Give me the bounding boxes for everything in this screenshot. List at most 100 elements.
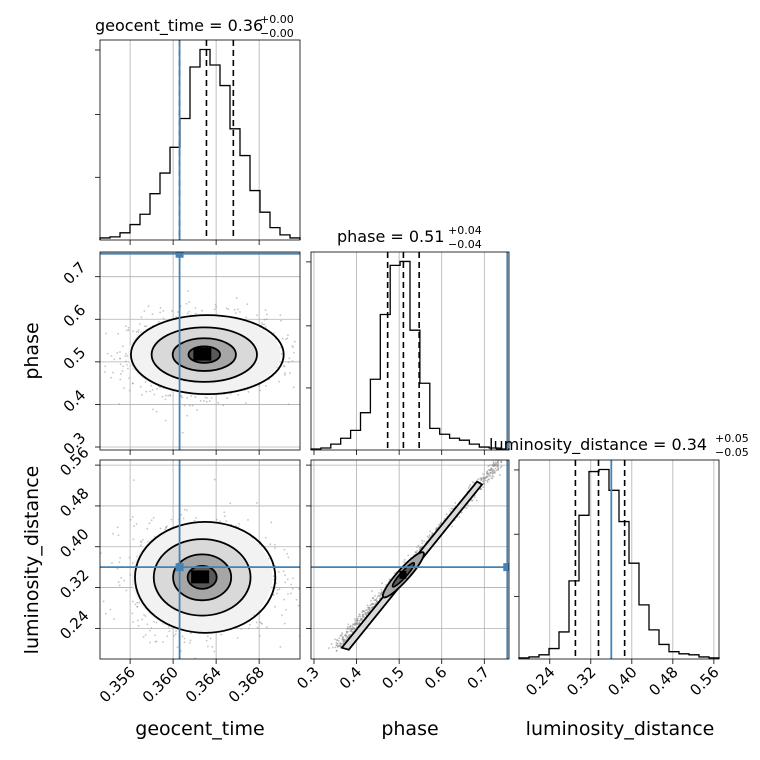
sample-point (403, 558, 406, 561)
sample-point (181, 635, 184, 638)
sample-point (126, 354, 129, 357)
title-geocent-time: geocent_time = 0.36 +0.00 −0.00 (95, 13, 294, 40)
sample-point (127, 326, 130, 329)
sample-point (353, 627, 356, 629)
sample-point (176, 646, 179, 649)
sample-point (488, 478, 491, 481)
sample-point (345, 630, 348, 633)
sample-point (362, 615, 364, 617)
sample-point (336, 642, 339, 645)
sample-point (339, 634, 342, 637)
sample-point (337, 645, 340, 648)
sample-point (291, 587, 294, 590)
sample-point (381, 582, 384, 585)
sample-point (118, 584, 121, 587)
contour-line (186, 564, 218, 590)
sample-point (269, 543, 272, 546)
sample-point (284, 574, 286, 577)
sample-point (420, 539, 423, 542)
sample-point (119, 556, 122, 559)
sample-point (483, 482, 485, 485)
sample-point (280, 319, 282, 322)
sample-point (345, 634, 348, 637)
sample-point (372, 603, 374, 605)
sample-point (129, 573, 132, 576)
sample-point (150, 627, 153, 629)
sample-point (201, 309, 204, 312)
sample-point (247, 519, 249, 521)
sample-point (136, 601, 139, 604)
sample-point (62, 351, 64, 353)
sample-point (283, 365, 286, 368)
sample-point (186, 509, 188, 512)
sample-point (227, 308, 230, 311)
sample-point (379, 593, 382, 596)
sample-point (180, 513, 183, 516)
sample-point (283, 548, 286, 551)
sample-point (182, 517, 185, 520)
panel-frame (99, 39, 301, 241)
sample-point (419, 546, 422, 549)
sample-point (190, 395, 193, 397)
sample-point (140, 393, 143, 396)
sample-point (185, 302, 188, 305)
histogram-step (99, 48, 301, 240)
sample-point (222, 404, 225, 407)
sample-point (248, 623, 251, 626)
sample-point (117, 581, 120, 583)
sample-point (350, 628, 353, 631)
y-axis-label-luminosity-distance: luminosity_distance (21, 466, 43, 655)
y-tick-label: 0.48 (56, 484, 92, 520)
sample-point (188, 300, 190, 303)
sample-point (213, 478, 216, 481)
sample-point (132, 538, 135, 541)
sample-point (116, 567, 119, 570)
sample-point (451, 525, 453, 528)
sample-point (358, 619, 361, 622)
sample-point (264, 325, 267, 328)
sample-point (416, 546, 419, 549)
sample-point (245, 316, 248, 319)
sample-point (239, 311, 241, 313)
panel-phase-hist (306, 251, 510, 455)
sample-point (334, 638, 336, 641)
sample-point (354, 622, 356, 625)
sample-point (376, 595, 379, 598)
sample-point (149, 641, 151, 644)
sample-point (145, 325, 148, 328)
sample-point (489, 468, 491, 471)
sample-point (233, 308, 236, 311)
sample-point (335, 641, 338, 644)
sample-point (150, 384, 153, 387)
sample-point (237, 308, 239, 311)
contour-line (187, 345, 222, 364)
sample-point (354, 617, 356, 620)
sample-point (280, 353, 283, 355)
truth-marker (503, 563, 509, 572)
sample-point (265, 384, 267, 387)
sample-point (414, 551, 417, 554)
sample-point (140, 316, 143, 319)
sample-point (126, 367, 129, 370)
sample-point (162, 310, 165, 312)
sample-point (347, 623, 350, 626)
sample-point (494, 464, 496, 467)
sample-point (274, 547, 276, 550)
sample-point (286, 552, 288, 555)
density-peak (399, 570, 407, 579)
sample-point (351, 625, 354, 627)
sample-point (259, 621, 262, 624)
panel-frame (99, 459, 301, 660)
sample-point (276, 588, 279, 591)
sample-point (297, 604, 300, 607)
sample-point (449, 510, 452, 512)
sample-point (223, 659, 225, 661)
sample-point (247, 627, 250, 630)
sample-point (245, 402, 247, 405)
sample-point (262, 323, 264, 326)
sample-point (213, 308, 216, 311)
sample-point (285, 608, 287, 611)
title-phase: phase = 0.51 +0.04 −0.04 (337, 224, 482, 251)
sample-point (315, 604, 317, 606)
sample-point (117, 534, 120, 537)
